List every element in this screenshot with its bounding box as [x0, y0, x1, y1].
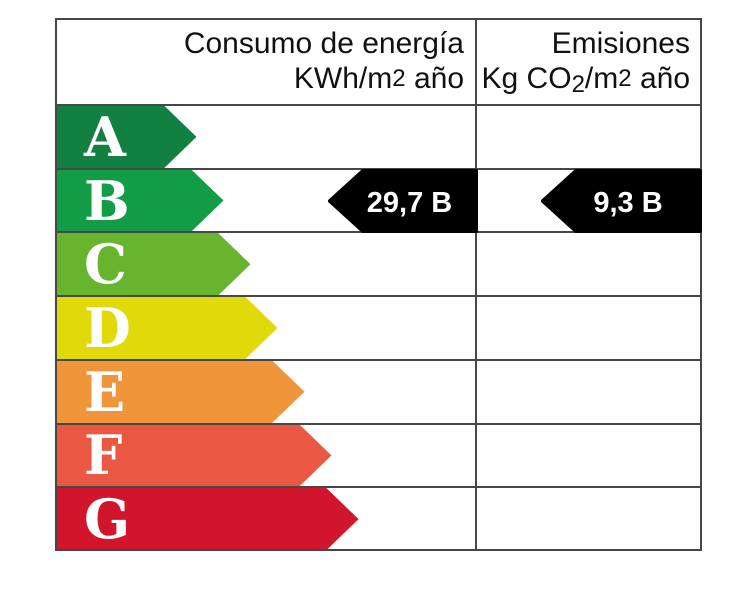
- unit-text: Kg CO: [481, 62, 572, 95]
- rating-letter-e: E: [84, 359, 126, 424]
- consumption-header-title: Consumo de energía: [183, 27, 464, 60]
- row-separator-3: [55, 295, 702, 298]
- rating-arrow-b: [55, 169, 224, 233]
- rating-letter-g: G: [84, 487, 131, 552]
- table-border-right: [700, 18, 702, 551]
- header-separator: [55, 104, 702, 106]
- emissions-value: 9,3 B: [593, 186, 663, 219]
- emissions-pointer-shape: [541, 168, 702, 233]
- row-separator-6: [55, 486, 702, 489]
- rating-arrow-e: [55, 360, 305, 424]
- emissions-header: Emisiones Kg CO2/m2 año: [478, 26, 690, 102]
- unit-text: KWh/m: [293, 62, 393, 95]
- emissions-header-unit: Kg CO2/m2 año: [481, 62, 690, 98]
- consumption-value: 29,7 B: [366, 186, 453, 219]
- rating-arrow-f: [55, 424, 332, 488]
- emissions-header-title: Emisiones: [551, 27, 690, 60]
- unit-text: /m: [584, 62, 619, 95]
- row-separator-4: [55, 358, 702, 361]
- rating-arrow-g: [55, 487, 359, 551]
- rating-arrow-a: [55, 105, 197, 169]
- unit-text: año: [631, 62, 690, 95]
- rating-letter-b: B: [84, 168, 130, 233]
- rating-letter-d: D: [84, 295, 131, 360]
- subscript-2: 2: [571, 71, 585, 98]
- table-border-bottom: [55, 549, 702, 551]
- rating-letter-f: F: [84, 423, 123, 488]
- table-border-top: [55, 18, 702, 20]
- column-divider: [475, 18, 477, 551]
- rating-arrow-d: [55, 296, 278, 360]
- emissions-pointer: [541, 168, 704, 233]
- consumption-header-unit: KWh/m2 año: [294, 62, 464, 95]
- superscript-2: 2: [392, 65, 406, 92]
- rating-arrow-c: [55, 232, 251, 296]
- consumption-header: Consumo de energía KWh/m2 año: [57, 26, 464, 96]
- unit-text: año: [405, 62, 464, 95]
- superscript-2: 2: [618, 65, 632, 92]
- table-border-left: [55, 18, 57, 551]
- consumption-pointer: [328, 168, 480, 233]
- row-separator-5: [55, 422, 702, 425]
- rating-letter-a: A: [84, 104, 126, 169]
- rating-letter-c: C: [84, 232, 127, 297]
- consumption-pointer-shape: [328, 168, 478, 233]
